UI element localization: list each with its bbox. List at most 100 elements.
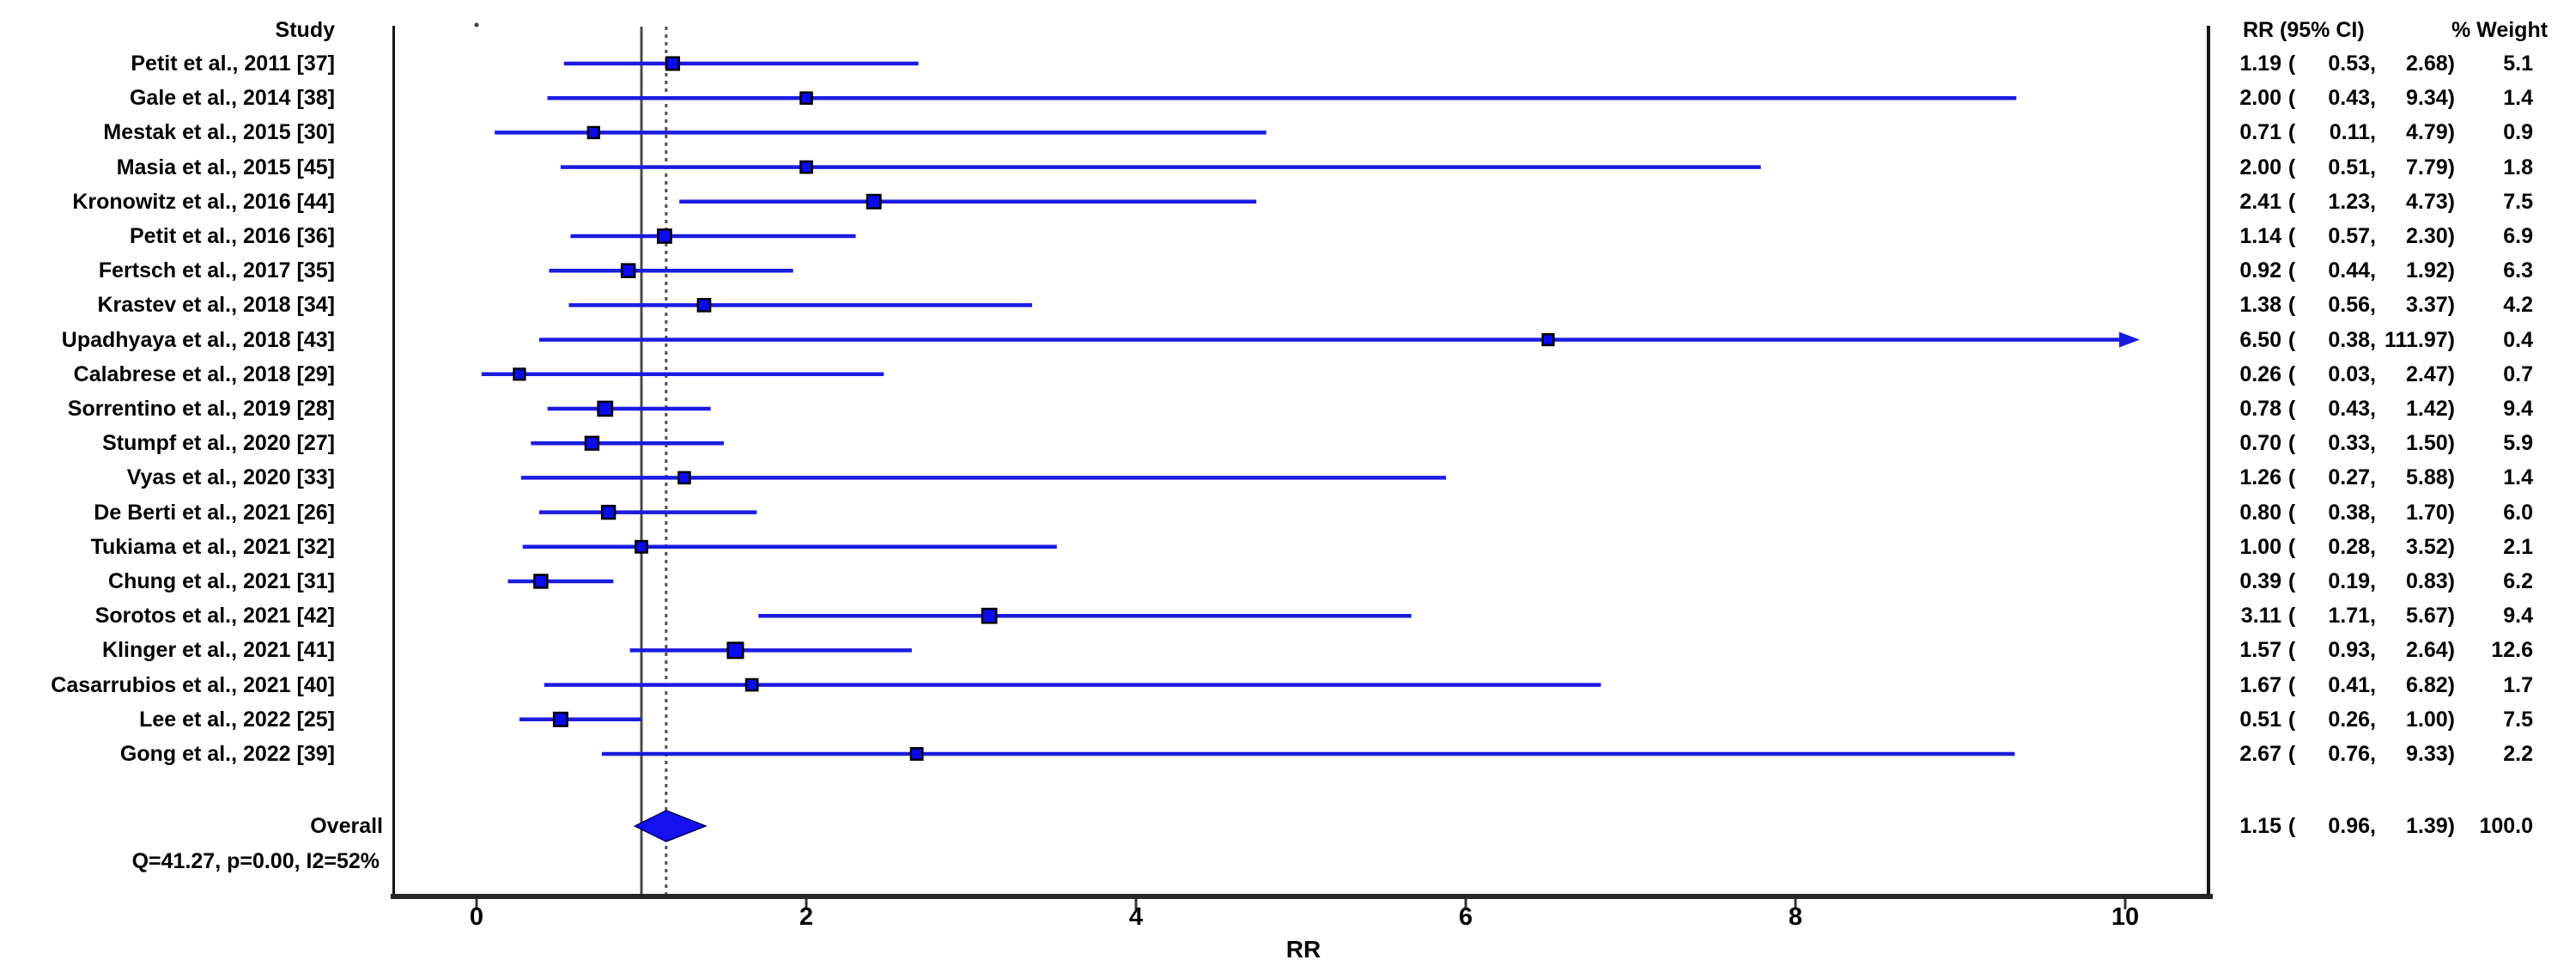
rr-value: 0.92	[2239, 258, 2281, 283]
x-axis-tick	[805, 899, 808, 909]
weight-value: 4.2	[2503, 293, 2533, 318]
ci-open-paren: (	[2287, 189, 2296, 214]
ci-upper-value: 2.64)	[2406, 638, 2455, 663]
rr-value: 1.26	[2239, 465, 2281, 490]
ci-lower-value: 0.56,	[2328, 293, 2376, 318]
study-label: Tukiama et al., 2021 [32]	[90, 534, 335, 559]
result-row: 0.26(0.03, 2.47) 0.7	[2228, 359, 2534, 390]
ci-open-paren: (	[2287, 120, 2296, 145]
ci-open-paren: (	[2287, 500, 2296, 525]
study-label: Calabrese et al., 2018 [29]	[73, 361, 335, 386]
ci-upper-value: 9.34)	[2406, 86, 2455, 111]
ci-open-paren: (	[2287, 672, 2296, 697]
ci-open-paren: (	[2287, 534, 2296, 559]
weight-value: 6.0	[2503, 500, 2533, 525]
ci-upper-value: 1.42)	[2406, 397, 2455, 421]
overall-diamond	[633, 810, 708, 842]
weight-value: 7.5	[2503, 189, 2533, 214]
result-row: 0.70(0.33, 1.50) 5.9	[2228, 428, 2534, 459]
weight-column-header: % Weight	[2451, 18, 2549, 42]
rr-value: 0.78	[2239, 397, 2281, 421]
weight-value: 7.5	[2503, 707, 2533, 732]
x-axis-line	[391, 894, 2213, 899]
ci-lower-value: 0.44,	[2328, 258, 2376, 283]
study-label: Mestak et al., 2015 [30]	[103, 120, 335, 145]
weight-value: 0.7	[2503, 361, 2533, 386]
rr-value: 1.00	[2239, 534, 2281, 559]
ci-upper-value: 0.83)	[2406, 569, 2455, 593]
weight-value: 6.3	[2503, 258, 2533, 283]
ci-upper-value: 5.67)	[2406, 604, 2455, 629]
effect-marker	[696, 298, 712, 313]
effect-marker	[1541, 333, 1555, 347]
rr-value: 6.50	[2239, 327, 2281, 352]
result-row: 0.71(0.11, 4.79) 0.9	[2228, 117, 2534, 148]
x-axis-tick	[1134, 899, 1138, 909]
weight-value: 1.7	[2503, 672, 2533, 697]
ci-lower-value: 0.93,	[2328, 638, 2376, 663]
ci-open-paren: (	[2287, 52, 2296, 76]
study-column-header: Study	[275, 18, 335, 42]
plot-border-left	[392, 26, 395, 896]
effect-marker	[657, 228, 672, 244]
ci-open-paren: (	[2287, 465, 2296, 490]
rr-value: 0.71	[2239, 120, 2281, 145]
result-row: 0.51(0.26, 1.00) 7.5	[2228, 704, 2534, 735]
ci-lower-value: 0.96,	[2328, 814, 2376, 838]
weight-value: 1.8	[2503, 155, 2533, 179]
x-axis-tick-label: 0	[469, 903, 484, 931]
x-axis-tick	[475, 899, 478, 909]
ci-open-paren: (	[2287, 569, 2296, 593]
top-origin-dot	[474, 22, 479, 27]
rr-value: 0.51	[2239, 707, 2281, 732]
study-label: De Berti et al., 2021 [26]	[94, 500, 335, 525]
ci-upper-value: 111.97)	[2384, 327, 2455, 352]
ci-lower-value: 0.41,	[2328, 672, 2376, 697]
ci-open-paren: (	[2287, 258, 2296, 283]
weight-value: 0.9	[2503, 120, 2533, 145]
weight-value: 1.4	[2503, 86, 2533, 111]
ci-upper-value: 3.37)	[2406, 293, 2455, 318]
ci-lower-value: 0.43,	[2328, 86, 2376, 111]
ci-upper-value: 2.68)	[2406, 52, 2455, 76]
rr-ci-column-header: RR (95% CI)	[2243, 18, 2365, 42]
effect-marker	[552, 711, 568, 727]
ci-upper-value: 1.92)	[2406, 258, 2455, 283]
study-label: Vyas et al., 2020 [33]	[126, 465, 335, 490]
ci-upper-value: 2.47)	[2406, 361, 2455, 386]
rr-value: 2.41	[2239, 189, 2281, 214]
ci-upper-value: 1.70)	[2406, 500, 2455, 525]
rr-value: 3.11	[2240, 604, 2281, 629]
result-row: 1.15(0.96, 1.39) 100.0	[2228, 811, 2534, 841]
effect-marker	[597, 400, 614, 417]
effect-marker	[584, 435, 600, 451]
result-row: 1.38(0.56, 3.37) 4.2	[2228, 289, 2534, 320]
study-label: Krastev et al., 2018 [34]	[97, 293, 335, 318]
study-label: Petit et al., 2016 [36]	[129, 224, 335, 248]
ci-upper-value: 1.50)	[2406, 431, 2455, 456]
effect-marker	[677, 471, 691, 485]
rr-value: 1.15	[2239, 814, 2281, 838]
x-axis-tick	[2123, 899, 2127, 909]
result-row: 0.39(0.19, 0.83) 6.2	[2228, 566, 2534, 597]
result-row: 0.92(0.44, 1.92) 6.3	[2228, 255, 2534, 286]
effect-marker	[799, 160, 813, 174]
rr-value: 2.00	[2239, 155, 2281, 179]
ci-lower-value: 0.43,	[2328, 397, 2376, 421]
result-row: 2.00(0.51, 7.79) 1.8	[2228, 152, 2534, 183]
rr-value: 1.67	[2239, 672, 2281, 697]
result-row: 1.19(0.53, 2.68) 5.1	[2228, 48, 2534, 79]
weight-value: 12.6	[2491, 638, 2533, 663]
ci-clip-arrowhead	[2119, 331, 2140, 348]
rr-value: 2.00	[2239, 86, 2281, 111]
ci-upper-value: 6.82)	[2406, 672, 2455, 697]
x-axis-tick-label: 8	[1788, 903, 1803, 931]
ci-lower-value: 1.23,	[2328, 189, 2376, 214]
rr-value: 0.80	[2239, 500, 2281, 525]
ci-lower-value: 0.38,	[2328, 327, 2376, 352]
ci-upper-value: 1.39)	[2406, 814, 2455, 838]
effect-marker	[726, 641, 744, 659]
ci-open-paren: (	[2287, 86, 2296, 111]
